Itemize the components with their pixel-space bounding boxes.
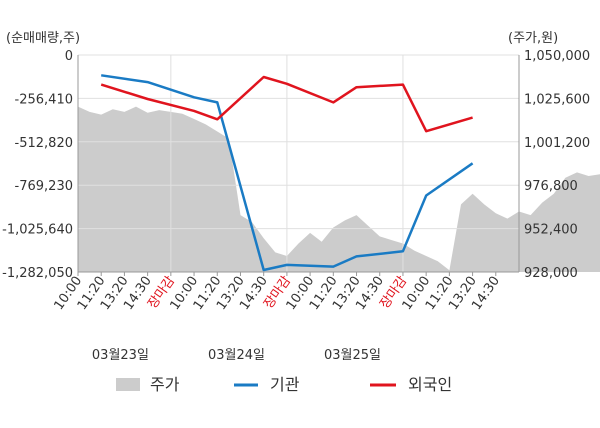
right-axis: 1,050,000 1,025,600 1,001,200 976,800 952,40… [524, 49, 590, 281]
left-tick-label: -1,282,050 [2, 266, 73, 281]
series-layer [100, 74, 474, 272]
left-tick-label: -1,025,640 [2, 223, 73, 238]
left-tick-label: -769,230 [15, 179, 73, 194]
date-label: 03월24일 [208, 348, 265, 363]
price-area-layer [78, 106, 600, 272]
date-labels: 03월23일 03월24일 03월25일 [92, 348, 381, 363]
right-tick-label: 928,000 [524, 266, 578, 281]
left-tick-label: -512,820 [15, 136, 73, 151]
grid-layer [77, 54, 520, 273]
left-axis: 0 -256,410 -512,820 -769,230 -1,025,640 -1,28… [2, 49, 73, 281]
right-tick-label: 976,800 [524, 179, 578, 194]
legend-label-foreign: 외국인 [408, 375, 452, 394]
legend-label-institution: 기관 [270, 375, 300, 394]
date-label: 03월23일 [92, 348, 149, 363]
left-tick-label: 0 [65, 49, 73, 64]
right-tick-label: 1,025,600 [524, 92, 590, 107]
right-tick-label: 952,400 [524, 223, 578, 238]
legend: 주가 기관 외국인 [116, 375, 452, 394]
price-area [78, 106, 600, 272]
left-tick-label: -256,410 [15, 92, 73, 107]
right-tick-label: 1,050,000 [524, 49, 590, 64]
legend-swatch-price [116, 378, 140, 391]
left-axis-unit: (순매매량,주) [6, 31, 80, 46]
legend-label-price: 주가 [150, 375, 180, 394]
right-axis-unit: (주가,원) [508, 31, 558, 46]
right-tick-label: 1,001,200 [524, 136, 590, 151]
x-axis: 10:0011:2013:2014:30장마감10:0011:2013:2014… [51, 272, 503, 313]
date-label: 03월25일 [324, 348, 381, 363]
